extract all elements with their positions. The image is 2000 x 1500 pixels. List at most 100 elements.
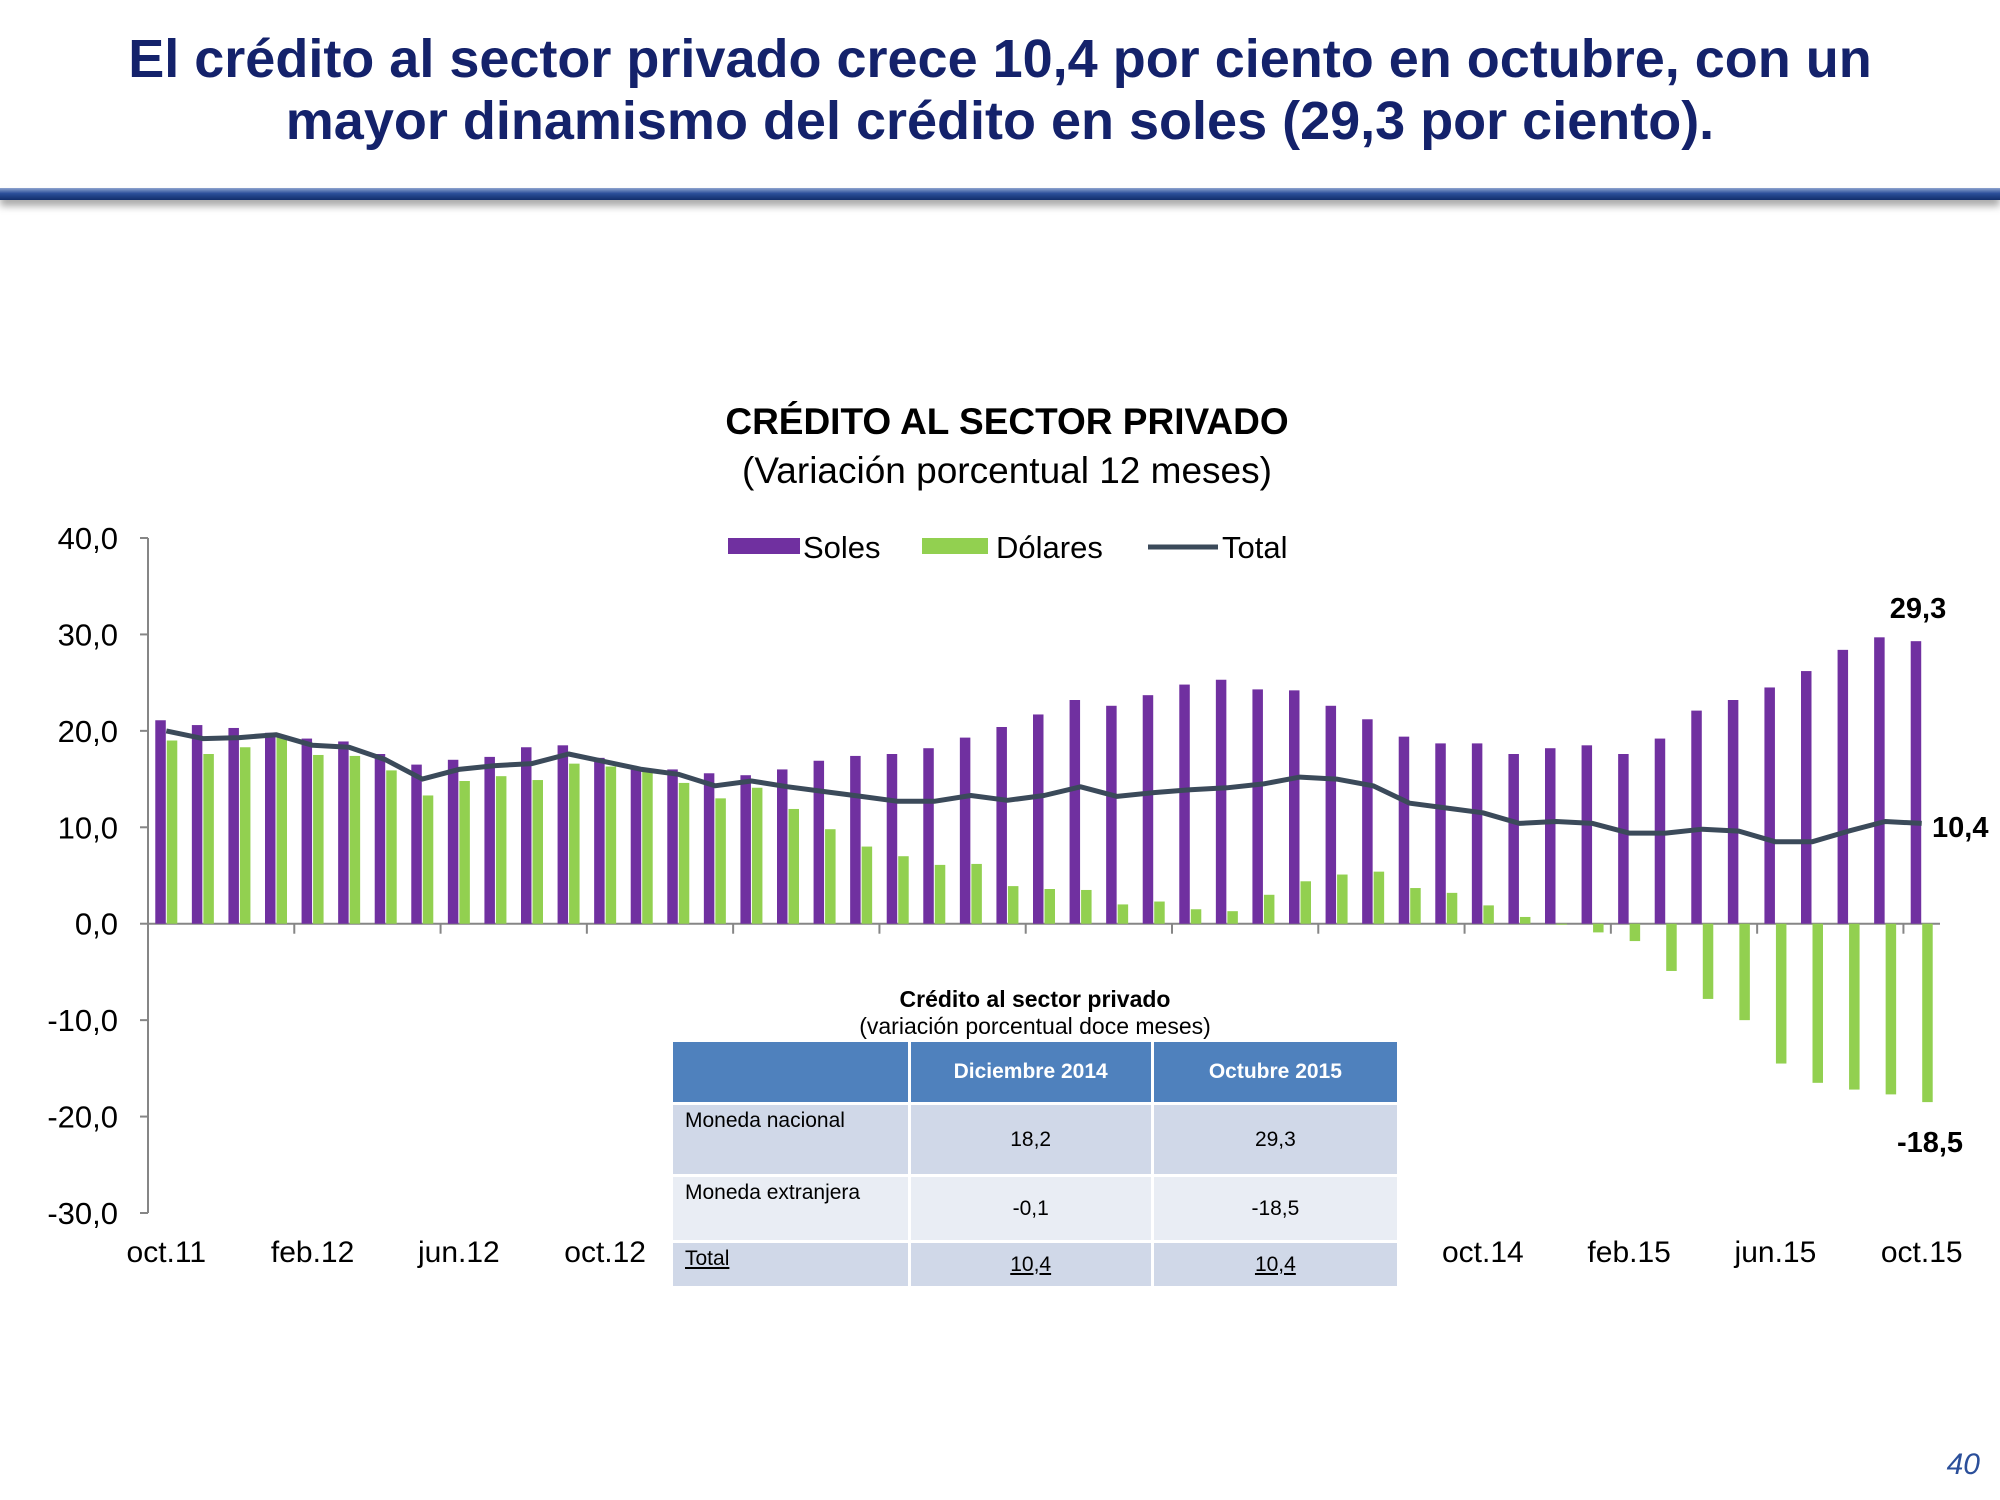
table-row: Total 10,4 10,4	[670, 1240, 1401, 1289]
bar-dolares	[1154, 901, 1165, 924]
bar-dolares	[751, 787, 763, 924]
bar-soles	[1289, 690, 1300, 924]
bar-dolares	[1263, 894, 1275, 924]
bar-dolares	[605, 766, 617, 924]
cell-value: 29,3	[1150, 1102, 1401, 1177]
bar-soles	[959, 737, 971, 924]
bar-dolares	[788, 808, 799, 924]
bar-dolares	[1300, 881, 1311, 924]
bar-soles	[1581, 745, 1593, 924]
data-label-dolares-last: -18,5	[1897, 1127, 1963, 1159]
bar-soles	[301, 738, 313, 924]
x-tick-label: feb.15	[1587, 1236, 1670, 1269]
cell-value: -18,5	[1150, 1174, 1401, 1243]
bar-soles	[338, 741, 349, 924]
table-header-empty	[670, 1039, 911, 1105]
table-header-dec-2014: Diciembre 2014	[907, 1039, 1154, 1105]
legend-swatch-dolares	[922, 538, 988, 554]
bar-dolares	[1190, 909, 1202, 924]
bar-dolares	[825, 829, 836, 924]
bar-soles	[484, 756, 495, 924]
bar-dolares	[1483, 905, 1494, 924]
x-tick-label: oct.14	[1442, 1236, 1524, 1269]
row-label-moneda-extranjera: Moneda extranjera	[670, 1174, 911, 1243]
inset-data-table: Diciembre 2014 Octubre 2015 Moneda nacio…	[670, 1039, 1401, 1289]
table-row: Moneda extranjera -0,1 -18,5	[670, 1174, 1401, 1243]
x-tick-label: feb.12	[271, 1236, 354, 1269]
bar-soles	[1508, 754, 1519, 924]
bar-soles	[996, 727, 1007, 924]
inset-table-subtitle: (variación porcentual doce meses)	[859, 1013, 1211, 1039]
chart-title: CRÉDITO AL SECTOR PRIVADO	[725, 401, 1288, 442]
y-tick-label: -10,0	[47, 1003, 118, 1038]
bar-dolares	[349, 755, 361, 924]
bar-soles	[1691, 710, 1702, 924]
legend-label-soles: Soles	[803, 530, 881, 565]
bar-soles	[1142, 695, 1154, 924]
bar-dolares	[1337, 874, 1348, 924]
bar-dolares	[678, 782, 690, 924]
data-label-soles-last: 29,3	[1890, 593, 1946, 625]
bar-dolares	[1812, 923, 1823, 1083]
y-tick-label: -20,0	[47, 1100, 118, 1135]
page-number: 40	[1946, 1448, 1980, 1481]
legend-swatch-soles	[728, 538, 800, 554]
y-tick-label: 40,0	[58, 521, 118, 556]
y-tick-label: 20,0	[58, 714, 118, 749]
bar-dolares	[1702, 923, 1714, 999]
bar-soles	[1033, 714, 1044, 924]
bar-soles	[1874, 637, 1885, 924]
bar-dolares	[642, 771, 653, 924]
bar-soles	[1618, 754, 1629, 924]
bar-dolares	[1593, 923, 1604, 933]
chart-subtitle: (Variación porcentual 12 meses)	[742, 450, 1272, 491]
bar-dolares	[1849, 923, 1860, 1090]
cell-value: 10,4	[1150, 1240, 1401, 1289]
bar-soles	[886, 754, 898, 924]
legend-label-dolares: Dólares	[996, 530, 1103, 565]
legend-label-total: Total	[1222, 530, 1287, 565]
inset-table: Crédito al sector privado (variación por…	[670, 985, 1401, 1289]
bar-soles	[1435, 743, 1446, 924]
bar-soles	[1471, 743, 1483, 924]
x-tick-label: oct.15	[1881, 1236, 1963, 1269]
bar-dolares	[1446, 892, 1458, 924]
bar-dolares	[569, 763, 580, 924]
bar-soles	[521, 747, 532, 924]
bar-soles	[1069, 700, 1081, 924]
bar-soles	[155, 720, 166, 924]
bar-dolares	[459, 781, 470, 924]
bar-dolares	[1775, 923, 1787, 1064]
table-row: Moneda nacional 18,2 29,3	[670, 1102, 1401, 1177]
bar-soles	[447, 759, 459, 924]
bar-dolares	[971, 863, 982, 924]
bar-soles	[1179, 684, 1190, 924]
bar-soles	[1837, 649, 1849, 924]
bar-soles	[923, 748, 934, 924]
row-label-moneda-nacional: Moneda nacional	[670, 1102, 911, 1177]
bar-dolares	[1922, 923, 1933, 1103]
y-tick-label: 30,0	[58, 617, 118, 652]
cell-value: 10,4	[907, 1240, 1154, 1289]
bar-soles	[667, 769, 678, 924]
data-label-total-last: 10,4	[1932, 812, 1988, 844]
x-tick-label: oct.11	[127, 1236, 207, 1269]
cell-value: -0,1	[907, 1174, 1154, 1243]
bar-soles	[1764, 687, 1775, 924]
bar-dolares	[313, 754, 324, 924]
bar-dolares	[1519, 916, 1531, 924]
bar-soles	[1215, 679, 1227, 924]
bar-soles	[191, 725, 203, 924]
inset-table-title: Crédito al sector privado	[899, 986, 1171, 1012]
line-total	[165, 728, 1922, 845]
bar-soles	[1801, 671, 1812, 924]
bar-dolares	[1666, 923, 1677, 971]
bar-dolares	[203, 754, 214, 924]
row-label-total: Total	[670, 1240, 911, 1289]
bar-soles	[1252, 689, 1263, 924]
cell-value: 18,2	[907, 1102, 1154, 1177]
bar-dolares	[898, 856, 909, 924]
bar-dolares	[532, 780, 543, 924]
table-header-oct-2015: Octubre 2015	[1150, 1039, 1401, 1105]
bar-dolares	[1629, 923, 1641, 942]
